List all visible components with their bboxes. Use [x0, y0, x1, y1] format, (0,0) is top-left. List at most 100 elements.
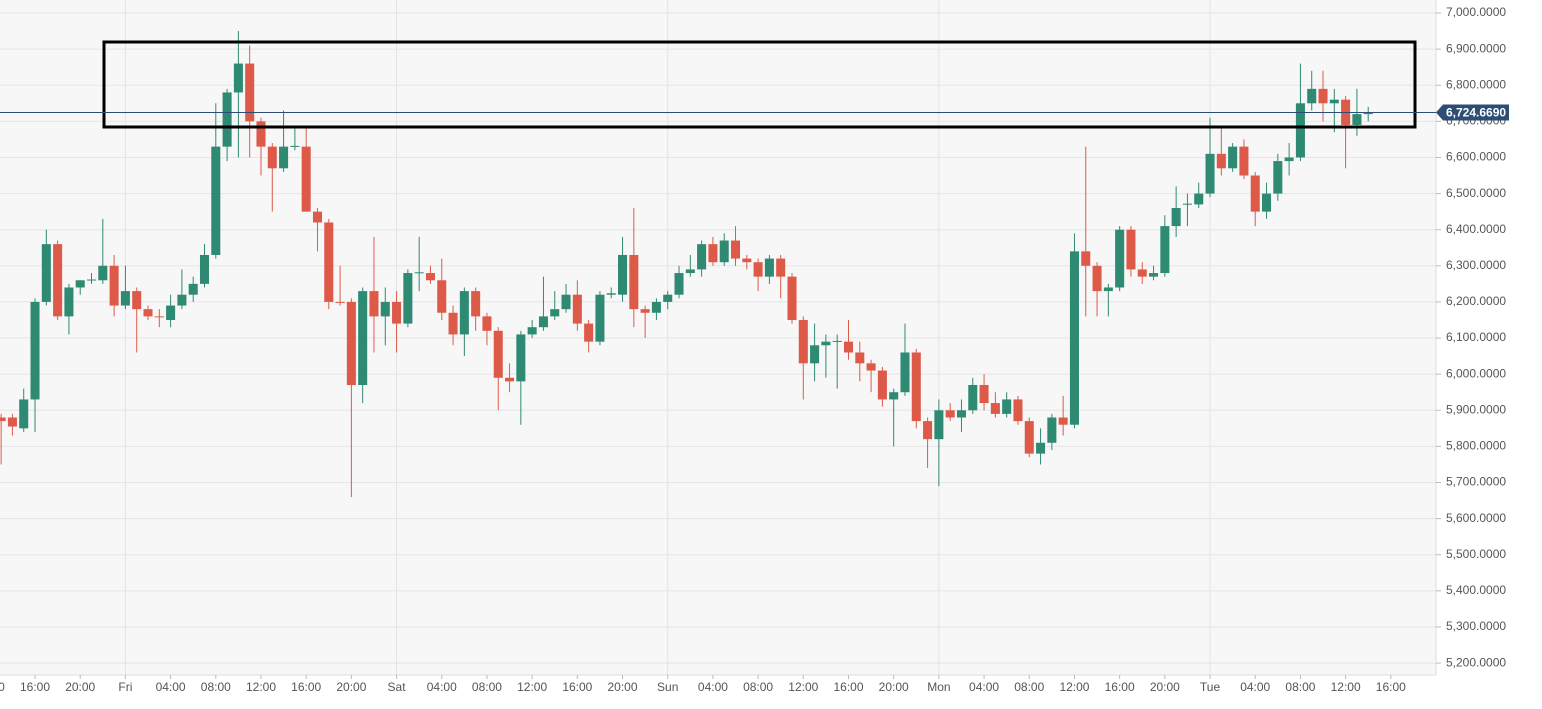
plot-area	[0, 0, 1436, 675]
candle-body	[86, 279, 97, 281]
x-tick-label: Sun	[657, 680, 678, 694]
candle-body	[1262, 193, 1272, 212]
candle-body	[719, 240, 729, 263]
candle-body	[945, 410, 955, 418]
x-tick-label: 16:00	[562, 680, 592, 694]
x-tick-label: 12:00	[788, 680, 818, 694]
candle-body	[934, 410, 944, 440]
candle-body	[1002, 399, 1012, 414]
x-tick-label: Tue	[1200, 680, 1221, 694]
y-tick-label: 5,300.0000	[1446, 619, 1506, 633]
candle-body	[256, 121, 266, 147]
candle-body	[177, 294, 187, 306]
candle-body	[1069, 251, 1079, 425]
y-tick-label: 5,700.0000	[1446, 475, 1506, 489]
candle-body	[742, 258, 752, 263]
x-tick-label: 16:00	[1376, 680, 1406, 694]
candle-body	[584, 323, 594, 342]
candle-body	[233, 63, 243, 93]
candle-body	[98, 265, 108, 281]
candle-body	[1216, 153, 1226, 169]
candle-body	[798, 319, 808, 364]
candle-body	[1160, 226, 1170, 274]
candle-body	[30, 301, 40, 400]
x-tick-label: 12:00	[1059, 680, 1089, 694]
candle-body	[1363, 112, 1373, 115]
candle-body	[1273, 161, 1283, 194]
candle-body	[1182, 203, 1192, 205]
x-tick-label: 20:00	[65, 680, 95, 694]
y-tick-label: 6,200.0000	[1446, 294, 1506, 308]
candle-body	[437, 280, 447, 313]
candle-body	[425, 273, 435, 281]
candle-body	[53, 244, 63, 317]
candle-body	[923, 421, 933, 440]
y-tick-label: 6,800.0000	[1446, 77, 1506, 91]
candle-body	[403, 273, 413, 324]
candle-body	[166, 305, 176, 320]
candle-body	[0, 417, 6, 422]
candle-body	[697, 244, 707, 270]
candle-body	[1194, 193, 1204, 205]
candle-body	[505, 377, 515, 382]
x-tick-label: 16:00	[833, 680, 863, 694]
candle-body	[459, 291, 469, 335]
candle-body	[595, 294, 605, 342]
candle-body	[776, 258, 786, 277]
x-tick-label: 12:00	[517, 680, 547, 694]
candle-body	[471, 291, 481, 317]
candle-body	[855, 352, 865, 364]
candle-body	[753, 262, 763, 277]
y-tick-label: 5,600.0000	[1446, 511, 1506, 525]
candle-body	[572, 294, 582, 324]
x-tick-label: 04:00	[427, 680, 457, 694]
candle-body	[448, 312, 458, 335]
candle-body	[889, 392, 899, 400]
last-price-label: 6,724.6690	[1446, 106, 1506, 120]
x-tick-label: Sat	[388, 680, 407, 694]
candle-body	[1284, 157, 1294, 162]
y-tick-label: 7,000.0000	[1446, 5, 1506, 19]
candle-body	[821, 341, 831, 346]
candle-body	[877, 370, 887, 400]
candle-body	[1352, 114, 1362, 125]
candle-body	[787, 276, 797, 320]
candle-body	[267, 146, 277, 169]
candle-body	[1250, 175, 1260, 212]
x-tick-label: 08:00	[472, 680, 502, 694]
candle-body	[335, 301, 345, 303]
candle-body	[1171, 208, 1181, 227]
candle-body	[211, 146, 221, 255]
candle-body	[629, 254, 639, 310]
x-tick-label: 04:00	[969, 680, 999, 694]
candle-body	[843, 341, 854, 353]
candle-body	[1126, 229, 1136, 270]
candle-body	[1295, 103, 1305, 158]
x-tick-label: 16:00	[1105, 680, 1135, 694]
candle-body	[810, 345, 820, 364]
y-tick-label: 6,000.0000	[1446, 366, 1506, 380]
x-tick-label: 08:00	[201, 680, 231, 694]
candle-body	[1205, 153, 1215, 194]
candle-body	[527, 327, 537, 335]
candle-body	[979, 384, 989, 404]
candle-body	[324, 222, 334, 302]
candle-body	[482, 316, 492, 331]
candle-body	[188, 283, 198, 295]
x-tick-label: 20:00	[1150, 680, 1180, 694]
candle-body	[1137, 269, 1147, 277]
candle-body	[7, 417, 17, 427]
candle-body	[279, 146, 289, 169]
candle-body	[493, 330, 503, 378]
candle-body	[1047, 417, 1057, 443]
candle-body	[606, 293, 616, 295]
candle-body	[618, 254, 628, 295]
candle-body	[1329, 99, 1339, 104]
y-tick-label: 6,400.0000	[1446, 222, 1506, 236]
candle-body	[990, 403, 1000, 414]
candle-body	[414, 272, 424, 274]
candle-body	[143, 309, 153, 317]
y-tick-label: 5,400.0000	[1446, 583, 1506, 597]
candle-body	[1092, 265, 1102, 292]
